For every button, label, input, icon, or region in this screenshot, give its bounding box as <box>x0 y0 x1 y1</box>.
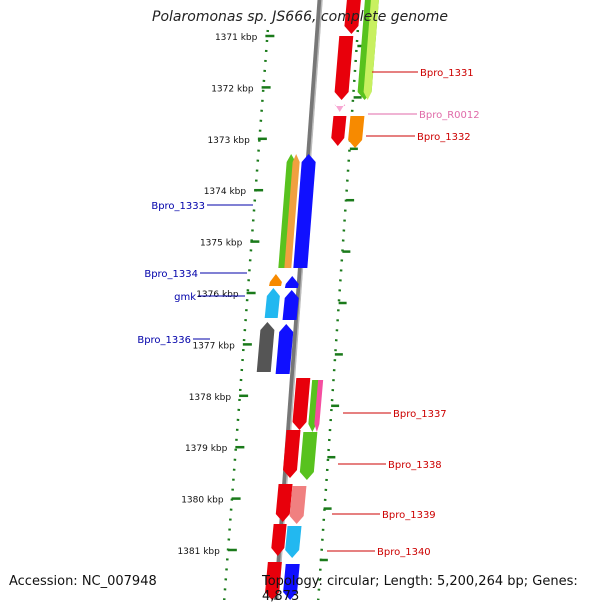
gene-label: Bpro_1336 <box>137 335 191 346</box>
gene-block <box>348 116 365 148</box>
gene-label: Bpro_1340 <box>377 547 431 558</box>
tick-label: 1375 kbp <box>200 239 243 249</box>
gene-block <box>275 324 294 374</box>
gene-label: Bpro_1337 <box>393 409 447 420</box>
tick-label: 1372 kbp <box>211 84 254 94</box>
gene-block <box>314 380 324 432</box>
gene-block <box>344 0 361 34</box>
gene-block <box>292 378 311 430</box>
gene-block <box>285 526 302 558</box>
gene-block <box>271 524 287 556</box>
gene-block <box>283 430 301 478</box>
gene-label: gmk <box>174 292 196 303</box>
accession-text: Accession: NC_007948 <box>9 574 157 589</box>
tick-label: 1374 kbp <box>204 187 247 197</box>
gene-block <box>269 274 282 286</box>
gene-block <box>282 290 299 320</box>
gene-block <box>265 562 282 600</box>
tick-label: 1371 kbp <box>215 33 258 43</box>
tick-label: 1381 kbp <box>177 547 220 557</box>
gene-block <box>299 432 318 480</box>
tick-label: 1378 kbp <box>189 393 232 403</box>
tick-label: 1379 kbp <box>185 444 228 454</box>
gene-block <box>284 154 300 268</box>
gene-label: Bpro_1332 <box>417 132 471 143</box>
gene-block <box>293 154 316 268</box>
gene-block <box>363 0 379 100</box>
gene-block <box>331 116 347 146</box>
gene-block <box>283 564 300 600</box>
gene-block <box>264 288 280 318</box>
gene-block <box>289 486 307 524</box>
gene-label: Bpro_1331 <box>420 68 474 79</box>
tick-label: 1373 kbp <box>207 136 250 146</box>
gene-label: Bpro_1334 <box>144 269 198 280</box>
gene-label: Bpro_1333 <box>151 201 205 212</box>
gene-block <box>275 484 293 522</box>
gene-label: Bpro_R0012 <box>419 110 480 121</box>
gene-label: Bpro_1338 <box>388 460 442 471</box>
gene-block <box>284 276 299 288</box>
gene-block <box>334 104 346 112</box>
map-title: Polaromonas sp. JS666, complete genome <box>152 9 448 25</box>
gene-block <box>334 36 354 100</box>
gene-label: Bpro_1339 <box>382 510 436 521</box>
tick-label: 1380 kbp <box>181 496 224 506</box>
gene-block <box>256 322 275 372</box>
tick-label: 1377 kbp <box>192 341 235 351</box>
tick-label: 1376 kbp <box>196 290 239 300</box>
ruler-left <box>222 29 270 601</box>
